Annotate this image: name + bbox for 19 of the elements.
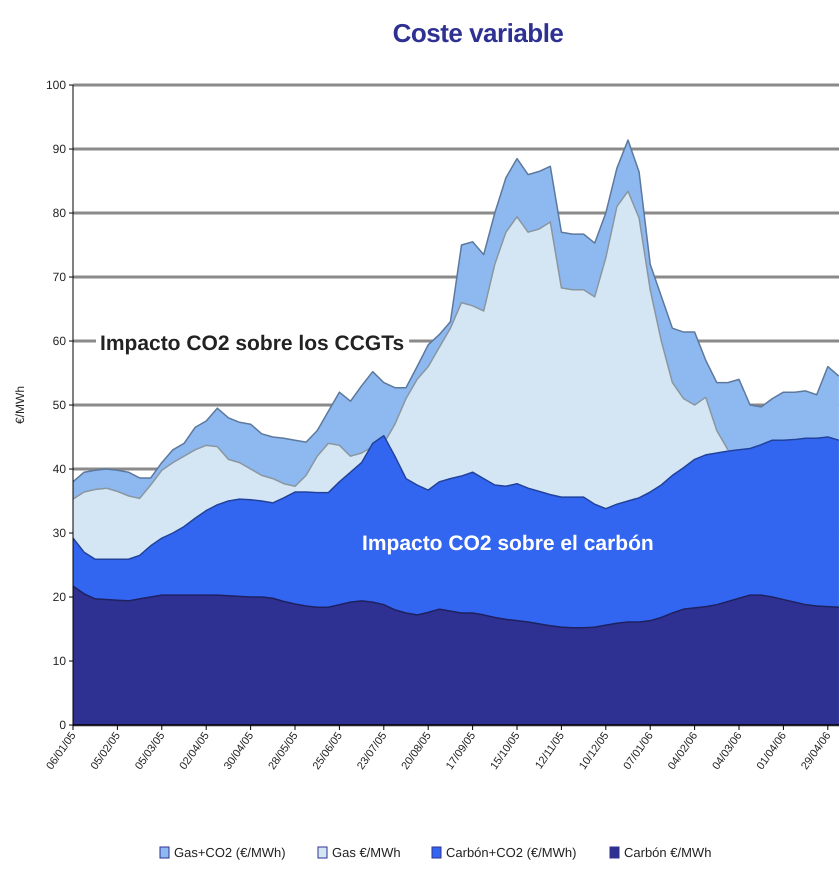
y-tick-label: 70 [52,270,66,284]
y-tick-label: 40 [52,462,66,476]
annotation: Impacto CO2 sobre el carbón [362,532,654,555]
legend-label: Carbón €/MWh [624,845,712,860]
y-tick-label: 60 [52,334,66,348]
y-tick-label: 20 [52,590,66,604]
y-tick-label: 30 [52,526,66,540]
legend-label: Gas+CO2 (€/MWh) [174,845,286,860]
y-tick-label: 90 [52,142,66,156]
y-tick-label: 100 [46,78,66,92]
y-tick-label: 50 [52,398,66,412]
y-axis-title: €/MWh [13,386,27,424]
legend-label: Carbón+CO2 (€/MWh) [446,845,576,860]
chart-title: Coste variable [392,18,564,48]
y-tick-label: 0 [59,718,66,732]
annotation: Impacto CO2 sobre los CCGTs [100,332,404,355]
legend-label: Gas €/MWh [332,845,401,860]
y-tick-label: 80 [52,206,66,220]
y-tick-label: 10 [52,654,66,668]
